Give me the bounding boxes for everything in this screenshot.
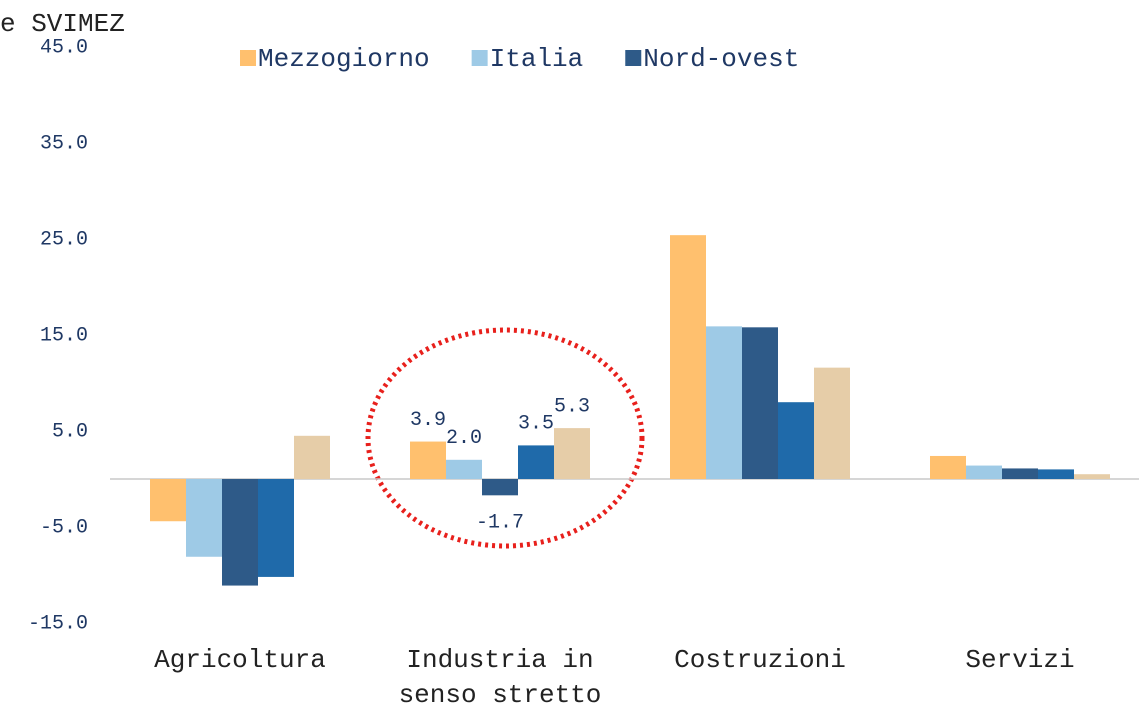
legend-swatch: [625, 50, 642, 66]
bar: [1074, 474, 1110, 479]
bar: [554, 428, 590, 479]
data-label: 3.5: [518, 413, 554, 436]
bar: [930, 455, 966, 479]
bar: [1002, 468, 1038, 479]
legend-label: Italia: [490, 44, 584, 74]
x-tick-label: Costruzioni: [674, 645, 846, 675]
x-tick-label: Servizi: [965, 645, 1075, 675]
bar: [258, 479, 294, 577]
y-tick-label: 15.0: [40, 324, 88, 347]
bar: [742, 327, 778, 479]
y-tick-label: 5.0: [52, 420, 88, 443]
highlight-ellipse: [365, 327, 645, 549]
y-tick-label: 25.0: [40, 228, 88, 251]
legend-swatch: [240, 50, 256, 66]
bar: [1038, 469, 1074, 479]
bar: [706, 326, 742, 479]
legend-label: Mezzogiorno: [258, 44, 430, 74]
bar: [294, 435, 330, 479]
y-tick-label: -5.0: [40, 516, 88, 539]
data-label: 3.9: [410, 409, 446, 432]
x-tick-label: Agricoltura: [154, 645, 326, 675]
bar: [150, 479, 186, 522]
bar: [966, 465, 1002, 479]
y-tick-label: 35.0: [40, 132, 88, 155]
data-label: 2.0: [446, 427, 482, 450]
y-tick-label: -15.0: [28, 612, 88, 635]
legend-swatch: [471, 50, 488, 66]
data-label: 5.3: [554, 395, 590, 418]
x-tick-label: Industria in senso stretto: [398, 645, 602, 705]
bar: [670, 235, 706, 479]
data-label: -1.7: [476, 512, 524, 535]
chart-title: e SVIMEZ: [0, 9, 125, 39]
bar: [446, 459, 482, 479]
bar: [410, 441, 446, 479]
bar: [222, 479, 258, 586]
bar: [186, 479, 222, 557]
y-tick-label: 45.0: [40, 36, 88, 59]
bar: [482, 479, 518, 496]
legend-label: Nord-ovest: [643, 44, 799, 74]
bar: [518, 445, 554, 479]
bar: [778, 402, 814, 479]
bar: [814, 367, 850, 479]
